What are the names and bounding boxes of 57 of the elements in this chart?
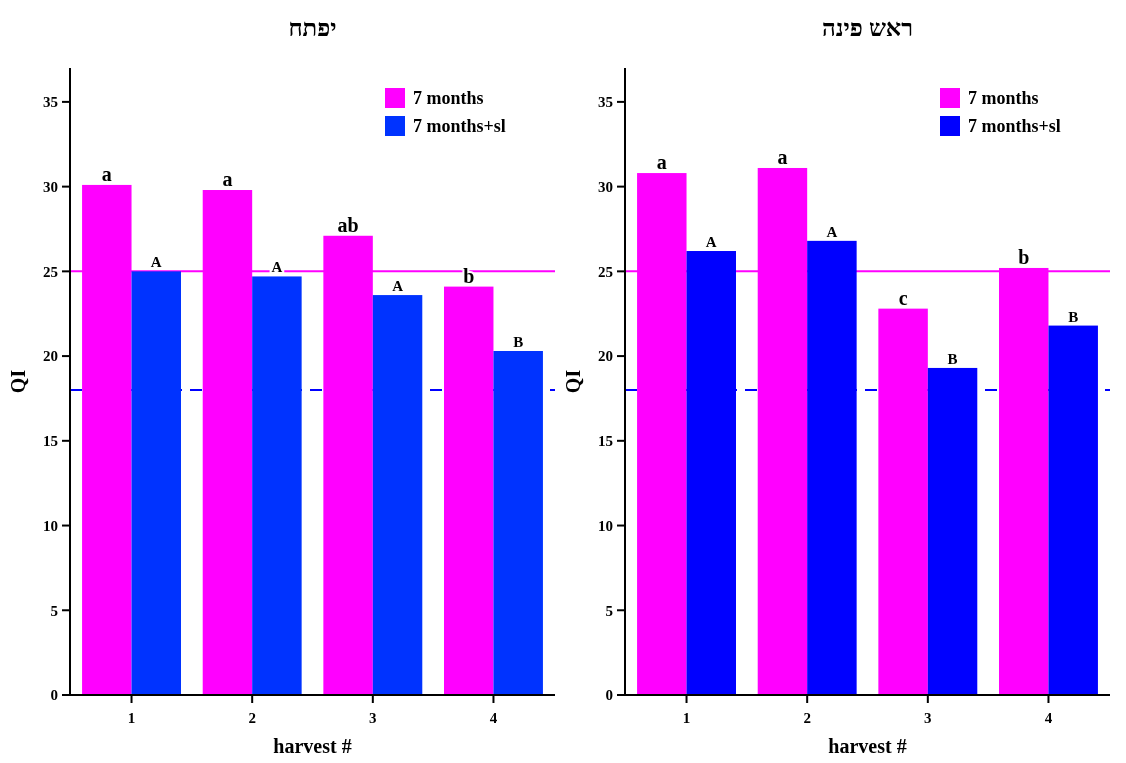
legend-label: 7 months: [413, 88, 484, 108]
legend-label: 7 months: [968, 88, 1039, 108]
y-tick-label: 30: [598, 178, 613, 195]
y-tick-label: 0: [50, 687, 58, 704]
y-tick-label: 25: [43, 263, 58, 280]
chart-title: יפתח: [288, 15, 337, 41]
data-label: A: [392, 278, 404, 295]
x-tick-label: 4: [1044, 710, 1053, 726]
bar: [878, 308, 928, 695]
y-tick-label: 30: [43, 178, 58, 195]
y-tick-label: 5: [605, 602, 613, 619]
legend-label: 7 months+sl: [413, 116, 506, 136]
data-label: a: [777, 145, 788, 168]
chart-title: ראש פינה: [821, 15, 914, 41]
data-label: B: [1068, 308, 1079, 325]
data-label: B: [513, 334, 524, 350]
x-tick-label: 2: [803, 710, 811, 726]
bar: [493, 351, 543, 695]
data-label: b: [1018, 245, 1030, 268]
data-label: A: [826, 223, 838, 240]
bar: [444, 286, 494, 695]
data-label: B: [947, 350, 958, 367]
data-label: a: [222, 168, 233, 191]
bar: [372, 295, 423, 695]
y-tick-label: 35: [43, 94, 58, 111]
bar: [131, 271, 181, 695]
x-tick-label: 3: [369, 710, 377, 726]
x-tick-label: 1: [127, 710, 136, 726]
y-tick-label: 25: [598, 263, 613, 280]
data-label: A: [150, 254, 162, 271]
y-axis-title: QI: [7, 369, 29, 394]
x-axis-title: harvest #: [273, 735, 352, 757]
y-tick-label: 5: [50, 602, 58, 619]
y-tick-label: 20: [43, 348, 58, 365]
x-tick-label: 4: [489, 710, 498, 726]
x-axis-title: harvest #: [828, 735, 907, 757]
y-tick-label: 20: [598, 348, 613, 365]
y-axis-title: QI: [562, 369, 584, 394]
data-label: a: [656, 151, 667, 174]
bar: [1048, 325, 1098, 695]
y-tick-label: 15: [43, 433, 58, 450]
data-label: ab: [337, 213, 359, 236]
data-label: a: [101, 162, 112, 185]
x-tick-label: 3: [924, 710, 932, 726]
x-tick-label: 2: [248, 710, 256, 726]
y-tick-label: 10: [598, 517, 613, 534]
y-tick-label: 10: [43, 517, 58, 534]
x-tick-label: 1: [682, 710, 691, 726]
bar: [927, 367, 978, 695]
bar: [252, 276, 302, 695]
bar: [807, 240, 857, 695]
y-tick-label: 15: [598, 433, 613, 450]
y-tick-label: 0: [605, 687, 613, 704]
data-label: A: [705, 234, 717, 251]
legend-label: 7 months+sl: [968, 116, 1061, 136]
data-label: c: [898, 286, 908, 309]
y-tick-label: 35: [598, 94, 613, 111]
